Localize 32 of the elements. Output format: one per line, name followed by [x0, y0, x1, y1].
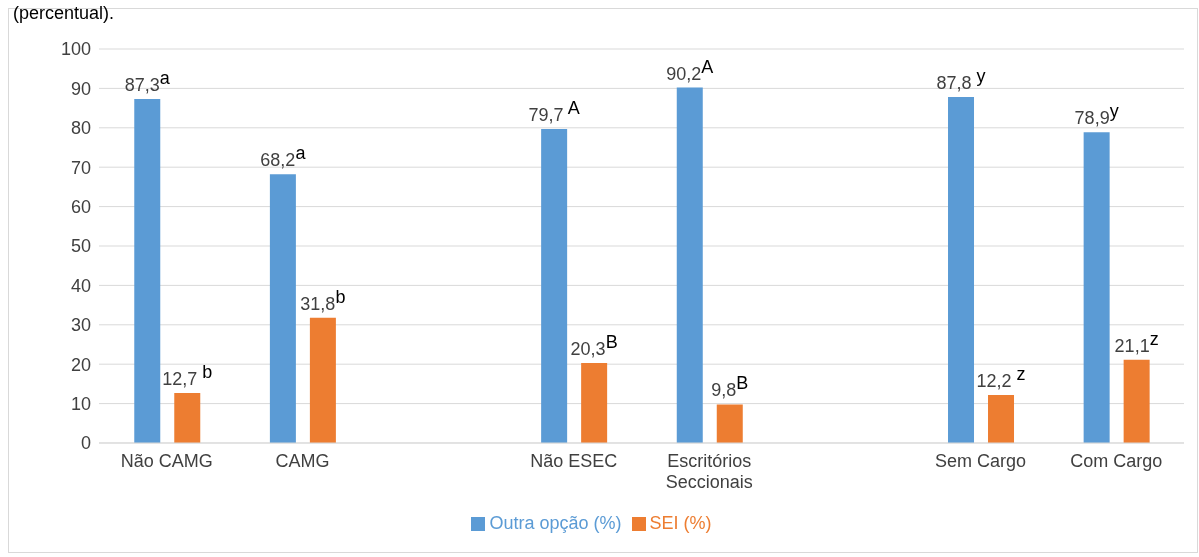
- bar: [676, 87, 703, 443]
- bar: [541, 128, 568, 443]
- y-tick-label: 40: [70, 275, 91, 296]
- y-tick-label: 20: [70, 354, 91, 375]
- legend-label: Outra opção (%): [489, 513, 622, 533]
- bar: [1083, 132, 1110, 443]
- bar: [134, 99, 161, 443]
- bar: [988, 394, 1015, 443]
- bar: [309, 317, 336, 443]
- bar: [581, 363, 608, 443]
- bar: [174, 392, 201, 443]
- bar: [716, 404, 743, 443]
- x-tick-label: Sem Cargo: [935, 451, 1027, 471]
- legend-label: SEI (%): [649, 513, 712, 533]
- x-tick-label: Não CAMG: [120, 451, 213, 471]
- x-tick-label: CAMG: [275, 451, 330, 471]
- y-tick-label: 80: [70, 118, 91, 139]
- bar: [1123, 359, 1150, 443]
- y-tick-label: 100: [60, 39, 91, 60]
- y-tick-label: 0: [80, 433, 91, 454]
- y-tick-label: 30: [70, 315, 91, 336]
- y-tick-label: 50: [70, 236, 91, 257]
- chart-title: (percentual).: [13, 3, 115, 24]
- x-tick-label: Escritórios Seccionais: [665, 451, 753, 492]
- y-tick-label: 90: [70, 78, 91, 99]
- bar: [948, 97, 975, 443]
- y-tick-label: 60: [70, 196, 91, 217]
- x-tick-label: Com Cargo: [1070, 451, 1163, 471]
- y-tick-label: 10: [70, 393, 91, 414]
- x-tick-label: Não ESEC: [530, 451, 618, 471]
- bar: [269, 174, 296, 443]
- y-tick-label: 70: [70, 157, 91, 178]
